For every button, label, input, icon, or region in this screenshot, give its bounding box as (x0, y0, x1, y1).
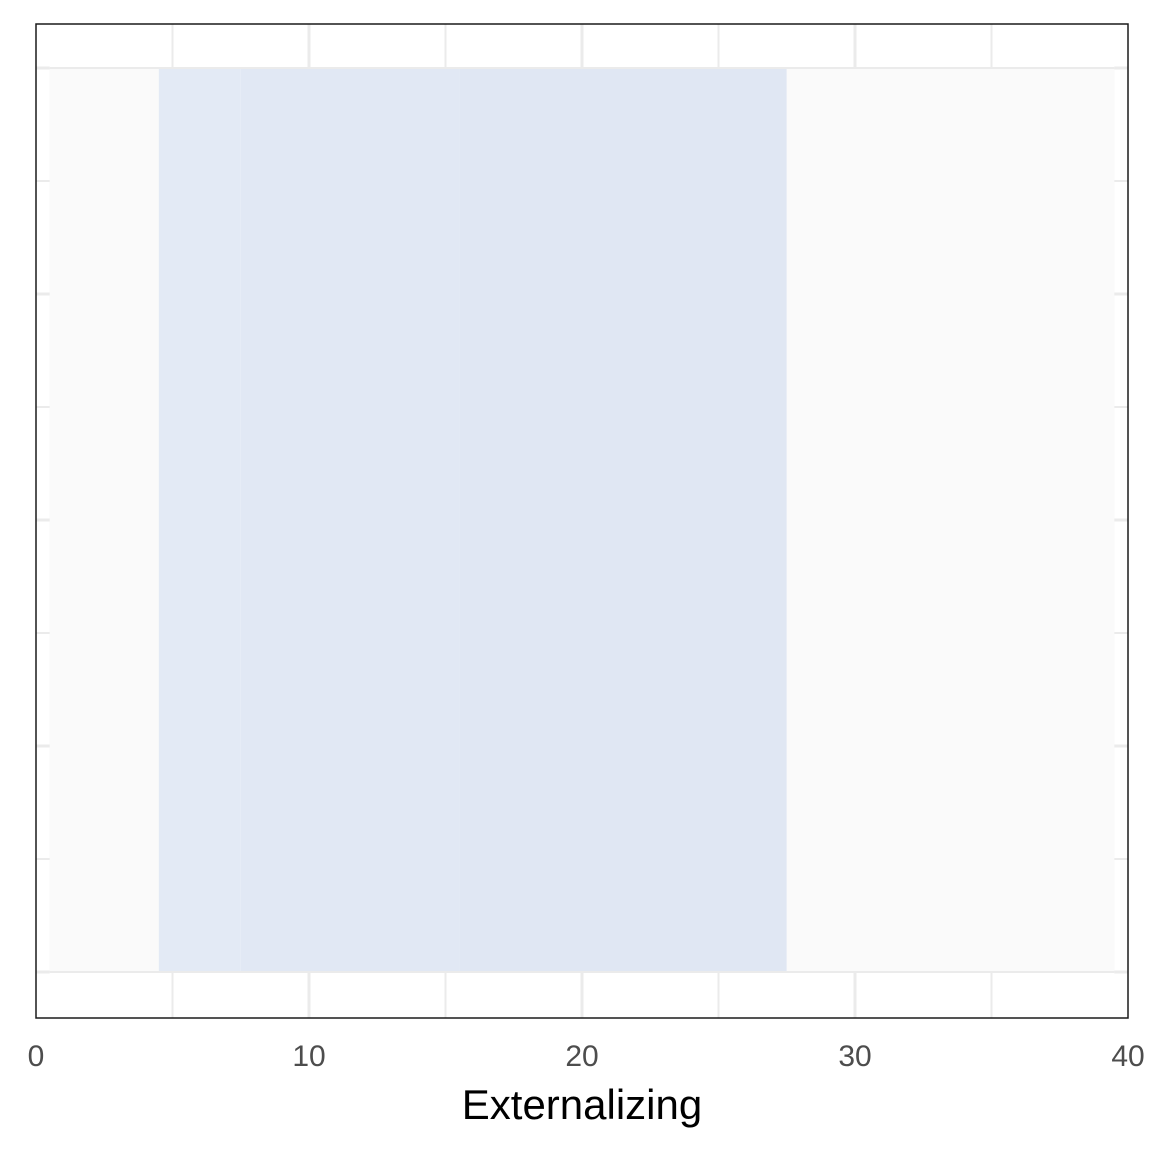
x-tick-label-3: 30 (838, 1040, 871, 1073)
x-tick-label-0: 0 (28, 1040, 45, 1073)
panel-border (35, 23, 1129, 1019)
x-tick-label-2: 20 (565, 1040, 598, 1073)
x-tick-label-1: 10 (292, 1040, 325, 1073)
band-tile-2 (240, 68, 460, 972)
bands-layer (49, 68, 1115, 972)
band-tile-3 (459, 68, 787, 972)
x-tick-label-4: 40 (1111, 1040, 1144, 1073)
grid-layer (36, 24, 1128, 1018)
band-tile-4 (786, 68, 1115, 972)
band-tile-1 (158, 68, 241, 972)
band-tile-0 (49, 68, 159, 972)
x-tick-labels: 0 10 20 30 40 (28, 1040, 1145, 1073)
x-axis-title: Externalizing (462, 1081, 702, 1128)
